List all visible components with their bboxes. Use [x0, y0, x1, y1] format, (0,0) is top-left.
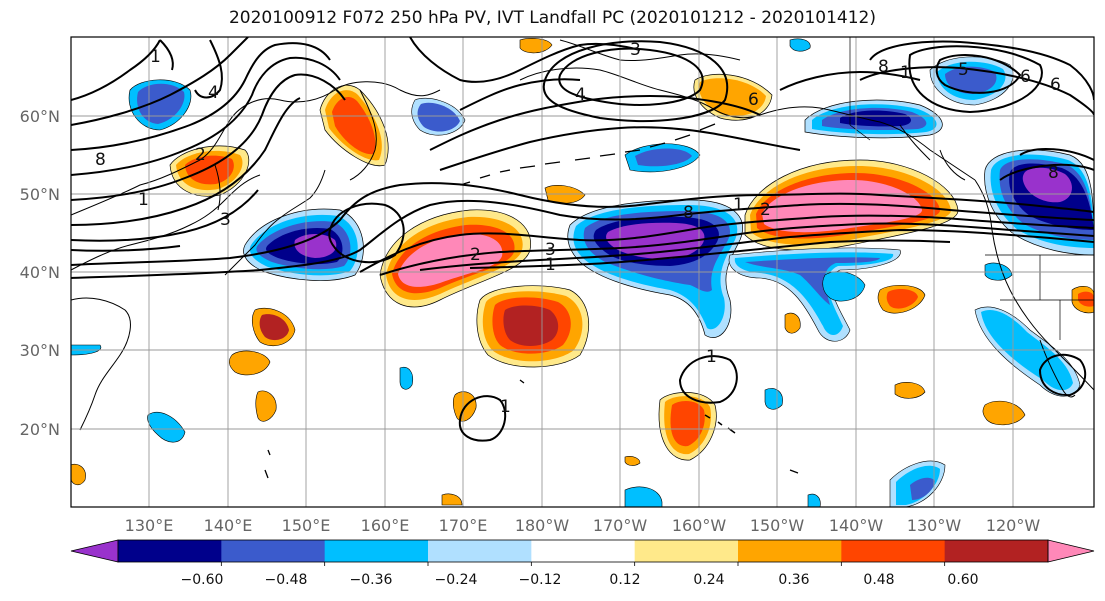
colorbar-segment	[221, 540, 326, 562]
colorbar-segment	[738, 540, 842, 562]
colorbar-tick-label: −0.48	[265, 572, 308, 588]
lat-label: 50°N	[20, 185, 60, 204]
contour-label: 1	[545, 255, 556, 275]
contour-labels: 1 2 3 4 6 8 1 1 2 3 8 1 2 3 4 6 8 1 5 6 …	[95, 40, 1061, 417]
colorbar	[70, 539, 1095, 566]
lat-axis: 60°N 50°N 40°N 30°N 20°N	[20, 107, 60, 439]
lat-label: 40°N	[20, 263, 60, 282]
lon-label: 180°W	[515, 516, 570, 535]
pv-shading-layer	[71, 38, 1094, 507]
lon-label: 130°E	[125, 516, 174, 535]
positive-anomaly-subtropic	[476, 285, 590, 368]
colorbar-tick-label: −0.60	[181, 572, 224, 588]
colorbar-segment	[118, 540, 222, 562]
positive-anomaly-small	[71, 38, 1094, 506]
colorbar-extend-low	[70, 539, 119, 563]
contour-label: 1	[733, 195, 744, 215]
lon-label: 150°W	[750, 516, 805, 535]
colorbar-segment	[634, 540, 739, 562]
contour-label: 2	[195, 145, 206, 165]
negative-anomaly-aleutian	[624, 143, 701, 173]
negative-anomaly-55n	[411, 97, 466, 136]
colorbar-tick-label: 0.12	[609, 572, 640, 588]
map-title: 2020100912 F072 250 hPa PV, IVT Landfall…	[228, 8, 876, 28]
lon-label: 140°W	[829, 516, 884, 535]
lat-label: 30°N	[20, 341, 60, 360]
colorbar-labels: −0.60 −0.48 −0.36 −0.24 −0.12 0.12 0.24 …	[181, 572, 979, 588]
gridlines	[71, 37, 1094, 507]
lon-label: 160°E	[361, 516, 410, 535]
contour-label: 2	[470, 245, 481, 265]
colorbar-tick-label: 0.36	[778, 572, 809, 588]
contour-label: 8	[878, 57, 889, 77]
colorbar-segment	[531, 540, 636, 562]
negative-anomaly-band	[728, 247, 901, 342]
lon-axis: 130°E 140°E 150°E 160°E 170°E 180°W 170°…	[125, 516, 1041, 535]
contour-label: 5	[958, 60, 969, 80]
negative-anomaly-yukon	[929, 56, 1014, 106]
colorbar-segment	[324, 540, 429, 562]
colorbar-tick-label: 0.24	[693, 572, 724, 588]
contour-label: 3	[545, 240, 556, 260]
contour-label: 4	[208, 83, 219, 103]
colorbar-segment	[428, 540, 532, 562]
positive-anomaly-135e	[169, 145, 250, 197]
contour-label: 8	[1048, 163, 1059, 183]
contour-label: 1	[138, 190, 149, 210]
colorbar-segment	[841, 540, 946, 562]
contour-label: 6	[748, 90, 759, 110]
contour-label: 1	[900, 63, 911, 83]
lon-label: 160°W	[672, 516, 727, 535]
colorbar-extend-high	[1047, 539, 1095, 563]
contour-label: 3	[220, 210, 231, 230]
contour-label: 8	[683, 203, 694, 223]
negative-anomaly-south	[889, 460, 946, 507]
contour-label: 1	[150, 47, 161, 67]
colorbar-tick-label: −0.12	[519, 572, 562, 588]
contour-label: 2	[760, 200, 771, 220]
lon-label: 150°E	[282, 516, 331, 535]
lon-label: 170°E	[439, 516, 488, 535]
lon-label: 120°W	[986, 516, 1041, 535]
colorbar-tick-label: 0.48	[863, 572, 894, 588]
lon-label: 130°W	[907, 516, 962, 535]
contour-label: 8	[95, 150, 106, 170]
colorbar-segment	[944, 540, 1049, 562]
pv-contours	[71, 37, 1094, 442]
positive-anomaly-kamchatka	[319, 84, 389, 167]
negative-anomaly-gulf-alaska	[804, 99, 943, 139]
contour-label: 4	[575, 85, 586, 105]
lon-label: 170°W	[593, 516, 648, 535]
colorbar-tick-label: −0.24	[435, 572, 478, 588]
colorbar-tick-label: −0.36	[350, 572, 393, 588]
lat-label: 20°N	[20, 420, 60, 439]
map-border	[70, 36, 1095, 508]
contour-label: 1	[500, 397, 511, 417]
colorbar-outline	[117, 539, 1049, 563]
contour-label: 6	[1020, 67, 1031, 87]
contour-label: 6	[1050, 75, 1061, 95]
colorbar-tick-label: 0.60	[947, 572, 978, 588]
lat-label: 60°N	[20, 107, 60, 126]
negative-anomaly-125w	[984, 149, 1094, 256]
lon-label: 140°E	[204, 516, 253, 535]
contour-label: 3	[630, 40, 641, 60]
contour-label: 1	[706, 347, 717, 367]
